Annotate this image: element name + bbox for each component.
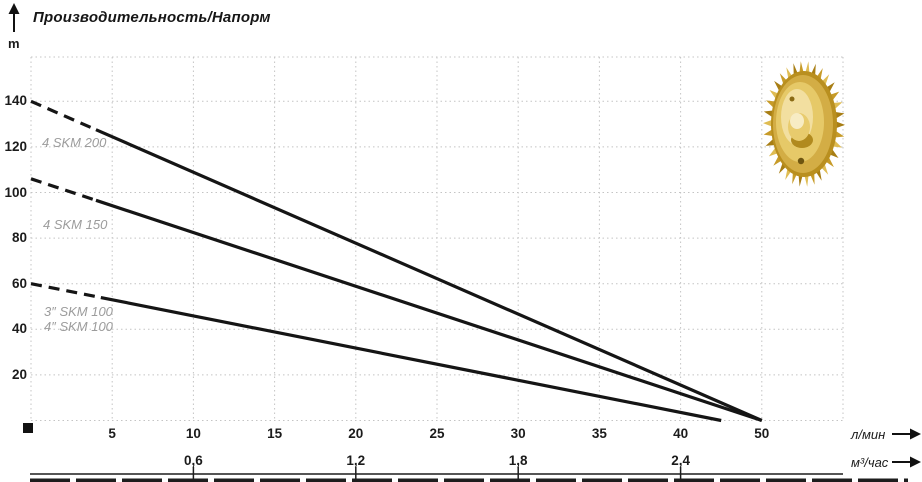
axis-arrow-up-icon — [8, 3, 20, 32]
origin-marker — [23, 423, 33, 433]
y-tick-label: 120 — [4, 138, 27, 154]
axis-arrow-right-icon — [892, 456, 921, 468]
impeller-photo — [763, 61, 845, 187]
y-tick-label: 20 — [11, 366, 27, 382]
secondary-axis-line — [30, 467, 843, 479]
grid-lines — [30, 56, 844, 421]
pump-curve-1 — [30, 99, 763, 422]
x-tick-lmin-label: 5 — [108, 426, 116, 441]
chart-title: Производительность/Напорм — [33, 9, 271, 26]
x-tick-lmin-label: 50 — [754, 426, 770, 441]
x-axis-unit-m3h: м³/час — [851, 455, 889, 470]
y-tick-label: 140 — [4, 93, 27, 109]
y-tick-label: 100 — [4, 184, 27, 200]
x-tick-m3h-label: 2,4 — [671, 453, 690, 468]
x-tick-lmin-label: 40 — [673, 426, 689, 441]
y-tick-label: 60 — [11, 275, 27, 291]
series-label-1: 4 SKM 200 — [42, 135, 107, 150]
x-tick-lmin-label: 10 — [185, 426, 201, 441]
x-tick-lmin-label: 15 — [267, 426, 283, 441]
x-tick-lmin-label: 35 — [591, 426, 607, 441]
y-tick-label: 40 — [11, 321, 27, 337]
x-tick-lmin-label: 30 — [510, 426, 526, 441]
y-axis-unit-label: m — [8, 36, 20, 51]
axis-arrow-right-icon — [892, 428, 921, 440]
x-tick-lmin-label: 25 — [429, 426, 445, 441]
series-label-3: 3″ SKM 100 4″ SKM 100 — [44, 304, 113, 334]
pump-curve-3 — [30, 282, 722, 423]
x-tick-m3h-label: 1,8 — [508, 453, 528, 468]
x-tick-m3h-label: 0,6 — [184, 453, 203, 468]
x-tick-m3h-label: 1,2 — [346, 453, 366, 468]
x-axis-unit-lmin: л/мин — [851, 427, 886, 442]
series-label-2: 4 SKM 150 — [43, 217, 108, 232]
pump-curve-2 — [30, 177, 763, 423]
y-tick-label: 80 — [11, 230, 27, 246]
x-tick-lmin-label: 20 — [348, 426, 364, 441]
